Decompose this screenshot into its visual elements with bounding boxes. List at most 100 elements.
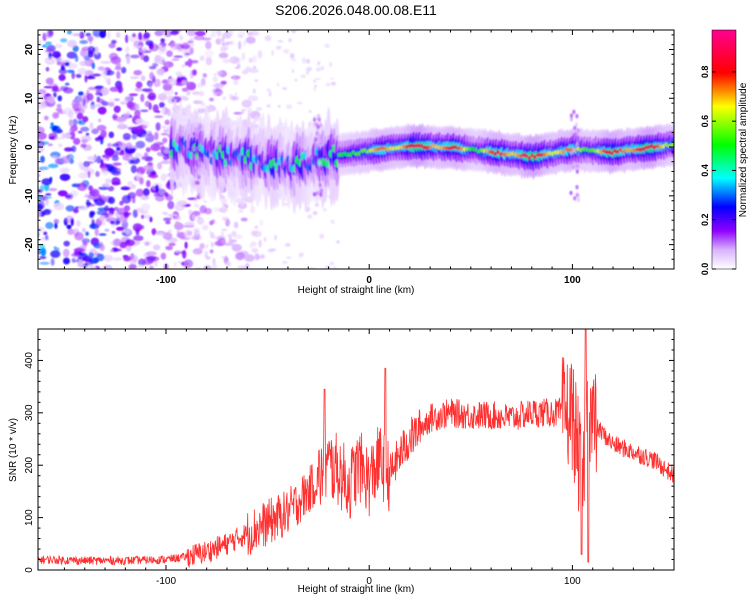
noise-blob bbox=[300, 252, 304, 257]
noise-blob bbox=[217, 30, 222, 37]
noise-blob bbox=[133, 235, 144, 242]
noise-blob bbox=[108, 102, 115, 107]
noise-blob bbox=[305, 58, 311, 64]
noise-blob bbox=[65, 205, 75, 212]
noise-blob bbox=[259, 219, 264, 227]
ridge-cell bbox=[575, 185, 579, 190]
noise-blob bbox=[254, 225, 259, 229]
ridge-cell bbox=[317, 166, 321, 172]
noise-blob bbox=[162, 83, 173, 91]
noise-blob bbox=[150, 143, 161, 152]
noise-blob bbox=[199, 205, 207, 214]
ridge-cell bbox=[195, 135, 199, 140]
noise-blob bbox=[179, 35, 184, 41]
noise-blob bbox=[167, 229, 172, 233]
noise-blob bbox=[231, 243, 242, 252]
noise-blob bbox=[85, 199, 91, 208]
ridge-cell bbox=[319, 170, 323, 175]
noise-blob bbox=[98, 233, 107, 236]
noise-blob bbox=[291, 53, 295, 59]
noise-blob bbox=[325, 265, 331, 269]
noise-blob bbox=[247, 95, 259, 102]
noise-blob bbox=[209, 229, 212, 235]
noise-blob bbox=[193, 199, 199, 203]
noise-blob bbox=[43, 86, 53, 89]
noise-blob bbox=[142, 134, 148, 138]
noise-blob bbox=[189, 37, 194, 43]
noise-blob bbox=[110, 249, 114, 253]
noise-blob bbox=[140, 109, 149, 113]
noise-blob bbox=[205, 244, 209, 249]
noise-blob bbox=[91, 62, 96, 70]
ridge-cell bbox=[317, 113, 321, 119]
ridge-cell bbox=[192, 131, 196, 137]
noise-blob bbox=[86, 89, 90, 98]
noise-blob bbox=[47, 163, 59, 169]
noise-blob bbox=[108, 131, 115, 139]
noise-blob bbox=[329, 62, 332, 67]
noise-blob bbox=[183, 49, 191, 54]
noise-blob bbox=[132, 33, 136, 38]
noise-blob bbox=[186, 30, 197, 37]
noise-blob bbox=[286, 104, 293, 109]
y-tick-label: 300 bbox=[24, 404, 35, 421]
noise-blob bbox=[38, 201, 45, 210]
noise-blob bbox=[162, 232, 173, 240]
noise-blob bbox=[50, 258, 55, 266]
noise-blob bbox=[315, 67, 322, 72]
noise-blob bbox=[140, 210, 149, 215]
spectrogram-y-label: Frequency (Hz) bbox=[8, 116, 19, 185]
noise-blob bbox=[290, 58, 297, 62]
noise-blob bbox=[233, 221, 239, 229]
noise-blob bbox=[39, 184, 45, 192]
noise-blob bbox=[194, 30, 206, 37]
noise-blob bbox=[198, 90, 205, 97]
noise-blob bbox=[222, 59, 231, 64]
noise-blob bbox=[63, 257, 70, 265]
noise-blob bbox=[73, 208, 79, 214]
ridge-cell bbox=[572, 161, 576, 166]
ridge-cell bbox=[194, 127, 199, 133]
noise-blob bbox=[72, 118, 78, 126]
noise-blob bbox=[87, 170, 91, 179]
noise-blob bbox=[159, 46, 167, 52]
noise-blob bbox=[39, 261, 50, 265]
noise-blob bbox=[115, 217, 121, 224]
noise-blob bbox=[143, 55, 150, 63]
noise-blob bbox=[126, 142, 133, 150]
noise-blob bbox=[38, 174, 41, 177]
colorbar-tick-label: 0.0 bbox=[700, 263, 710, 276]
noise-blob bbox=[43, 231, 48, 236]
noise-blob bbox=[179, 74, 182, 78]
noise-blob bbox=[66, 224, 72, 230]
noise-blob bbox=[125, 228, 131, 235]
noise-blob bbox=[49, 176, 53, 182]
y-tick-label: 0 bbox=[24, 144, 35, 150]
noise-blob bbox=[101, 164, 107, 172]
noise-blob bbox=[118, 121, 125, 128]
noise-blob bbox=[53, 202, 65, 211]
noise-blob bbox=[127, 181, 133, 186]
noise-blob bbox=[241, 108, 248, 112]
ridge-cell bbox=[197, 170, 201, 175]
noise-blob bbox=[60, 38, 68, 43]
noise-blob bbox=[58, 143, 63, 148]
noise-blob bbox=[105, 178, 112, 184]
noise-blob bbox=[107, 186, 115, 192]
noise-blob bbox=[96, 98, 105, 104]
noise-blob bbox=[167, 213, 178, 217]
ridge-cell bbox=[572, 109, 576, 115]
ridge-cell bbox=[319, 123, 323, 128]
noise-blob bbox=[213, 207, 220, 213]
noise-blob bbox=[97, 194, 102, 200]
colorbar-tick-label: 0.8 bbox=[700, 66, 710, 79]
ridge-cell bbox=[198, 139, 202, 144]
noise-blob bbox=[77, 130, 83, 134]
noise-blob bbox=[237, 34, 244, 38]
noise-blob bbox=[123, 211, 130, 218]
noise-blob bbox=[149, 216, 153, 223]
noise-blob bbox=[175, 221, 180, 225]
noise-blob bbox=[87, 156, 98, 161]
noise-blob bbox=[38, 226, 45, 233]
noise-blob bbox=[175, 71, 183, 77]
